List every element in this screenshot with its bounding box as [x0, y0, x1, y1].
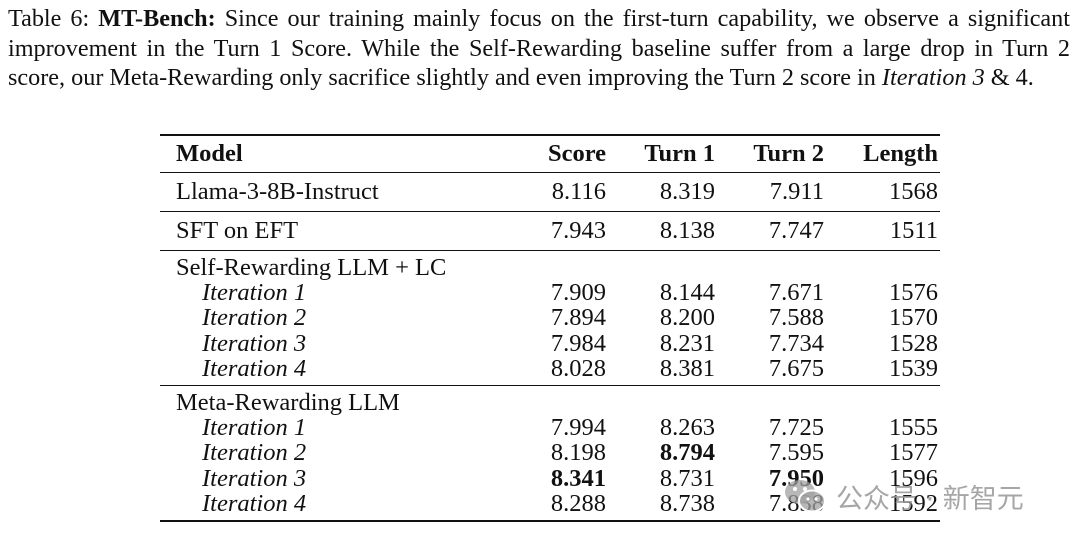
- score-cell: 8.198: [550, 439, 606, 467]
- turn1-cell: 8.738: [659, 489, 715, 517]
- turn2-cell: 7.734: [768, 329, 824, 357]
- turn2-cell: 7.725: [768, 414, 824, 442]
- turn2-cell: 7.671: [768, 279, 824, 307]
- results-table: Model Score Turn 1 Turn 2 Length Llama-3…: [160, 134, 940, 522]
- length-cell: 1596: [889, 464, 938, 492]
- group-title-self-rewarding: Self-Rewarding LLM + LC: [176, 254, 447, 281]
- length-cell: 1570: [889, 304, 938, 332]
- group-title-row: Self-Rewarding LLM + LC: [160, 250, 940, 281]
- group-title-row: Meta-Rewarding LLM: [160, 385, 940, 417]
- header-turn1: Turn 1: [644, 140, 715, 168]
- turn2-cell: 7.911: [769, 178, 824, 206]
- turn1-cell-best: 8.794: [659, 439, 715, 467]
- score-cell: 7.894: [550, 304, 606, 332]
- score-cell: 8.116: [551, 178, 606, 206]
- table-row: Iteration 2 7.894 8.200 7.588 1570: [160, 305, 940, 330]
- header-turn2: Turn 2: [753, 140, 824, 168]
- turn2-cell: 7.595: [768, 439, 824, 467]
- turn2-cell: 7.675: [768, 354, 824, 382]
- score-cell: 7.943: [550, 217, 606, 245]
- wechat-icon: [785, 480, 826, 513]
- length-cell: 1592: [889, 489, 938, 517]
- score-cell: 7.909: [550, 279, 606, 307]
- table-header-row: Model Score Turn 1 Turn 2 Length: [160, 135, 940, 173]
- header-length: Length: [863, 140, 938, 168]
- length-cell: 1568: [889, 178, 938, 206]
- turn2-cell: 7.588: [768, 304, 824, 332]
- iteration-label: Iteration 1: [202, 279, 307, 307]
- length-cell: 1555: [889, 414, 938, 442]
- turn1-cell: 8.731: [659, 464, 715, 492]
- caption-title: MT-Bench:: [98, 5, 216, 32]
- table-caption: Table 6: MT-Bench: Since our training ma…: [8, 4, 1070, 93]
- length-cell: 1511: [889, 217, 938, 245]
- table-row: Iteration 3 8.341 8.731 7.950 1596: [160, 464, 940, 492]
- table-row: SFT on EFT 7.943 8.138 7.747 1511: [160, 211, 940, 251]
- caption-text: Since our training mainly focus on the f…: [8, 5, 1070, 91]
- turn1-cell: 8.319: [659, 178, 715, 206]
- turn1-cell: 8.381: [659, 354, 715, 382]
- score-cell: 8.028: [550, 354, 606, 382]
- table-row: Iteration 1 7.994 8.263 7.725 1555: [160, 415, 940, 440]
- turn1-cell: 8.144: [659, 279, 715, 307]
- table-row: Iteration 3 7.984 8.231 7.734 1528: [160, 329, 940, 357]
- watermark: 公众号 · 新智元: [782, 476, 1024, 516]
- table-row: Iteration 4 8.288 8.738 7.838 1592: [160, 489, 940, 522]
- group-title-meta-rewarding: Meta-Rewarding LLM: [176, 389, 400, 417]
- length-cell: 1539: [889, 354, 938, 382]
- turn1-cell: 8.138: [659, 217, 715, 245]
- header-model: Model: [176, 140, 243, 168]
- model-name: SFT on EFT: [176, 217, 299, 245]
- iteration-label: Iteration 4: [202, 354, 307, 382]
- turn2-cell: 7.747: [768, 217, 824, 245]
- turn1-cell: 8.231: [659, 329, 715, 357]
- model-name: Llama-3-8B-Instruct: [176, 178, 379, 206]
- iteration-label: Iteration 2: [202, 304, 307, 332]
- table-row: Iteration 1 7.909 8.144 7.671 1576: [160, 280, 940, 305]
- turn1-cell: 8.263: [659, 414, 715, 442]
- watermark-text: 公众号 · 新智元: [836, 483, 1024, 515]
- header-score: Score: [547, 140, 606, 168]
- table-row: Llama-3-8B-Instruct 8.116 8.319 7.911 15…: [160, 172, 940, 212]
- table-row: Iteration 2 8.198 8.794 7.595 1577: [160, 440, 940, 465]
- length-cell: 1528: [889, 329, 938, 357]
- length-cell: 1577: [889, 439, 938, 467]
- iteration-label: Iteration 3: [202, 329, 307, 357]
- score-cell: 7.994: [550, 414, 606, 442]
- caption-italic: Iteration 3: [881, 64, 985, 91]
- caption-text-end: & 4.: [984, 64, 1034, 91]
- iteration-label: Iteration 4: [202, 489, 307, 517]
- iteration-label: Iteration 2: [202, 439, 307, 467]
- score-cell: 7.984: [550, 329, 606, 357]
- iteration-label: Iteration 1: [202, 414, 307, 442]
- caption-label: Table 6:: [8, 5, 99, 32]
- turn1-cell: 8.200: [659, 304, 715, 332]
- iteration-label: Iteration 3: [202, 464, 307, 492]
- score-cell: 8.288: [550, 489, 606, 517]
- table-row: Iteration 4 8.028 8.381 7.675 1539: [160, 356, 940, 386]
- score-cell-best: 8.341: [550, 464, 606, 492]
- length-cell: 1576: [889, 279, 938, 307]
